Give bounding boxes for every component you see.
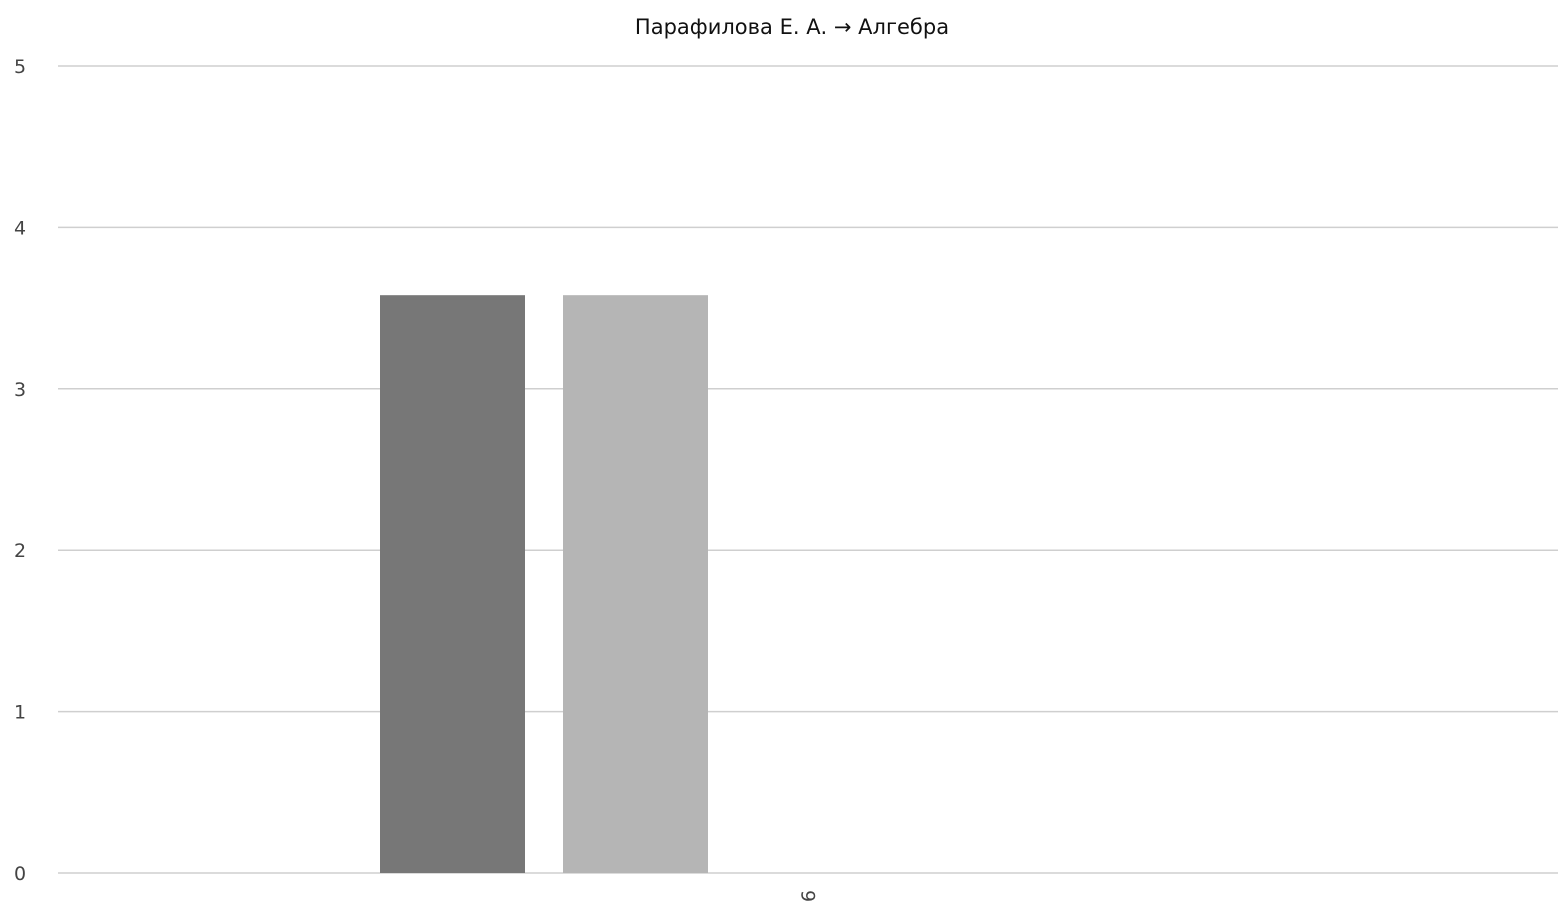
x-tick-label: 9 [797,890,819,902]
y-axis-ticks: 0 1 2 3 4 5 [14,56,26,885]
bar-series-2[interactable] [563,295,708,873]
y-tick-label: 1 [14,702,26,724]
y-tick-label: 4 [14,217,26,239]
gridlines [58,65,1558,874]
bar-series-1[interactable] [380,295,525,873]
y-tick-label: 3 [14,379,26,401]
x-axis-ticks: 9 [797,890,819,902]
y-tick-label: 0 [14,863,26,885]
y-tick-label: 5 [14,56,26,78]
bars [380,295,708,873]
chart-title: Парафилова Е. А. → Алгебра [635,15,949,39]
y-tick-label: 2 [14,540,26,562]
